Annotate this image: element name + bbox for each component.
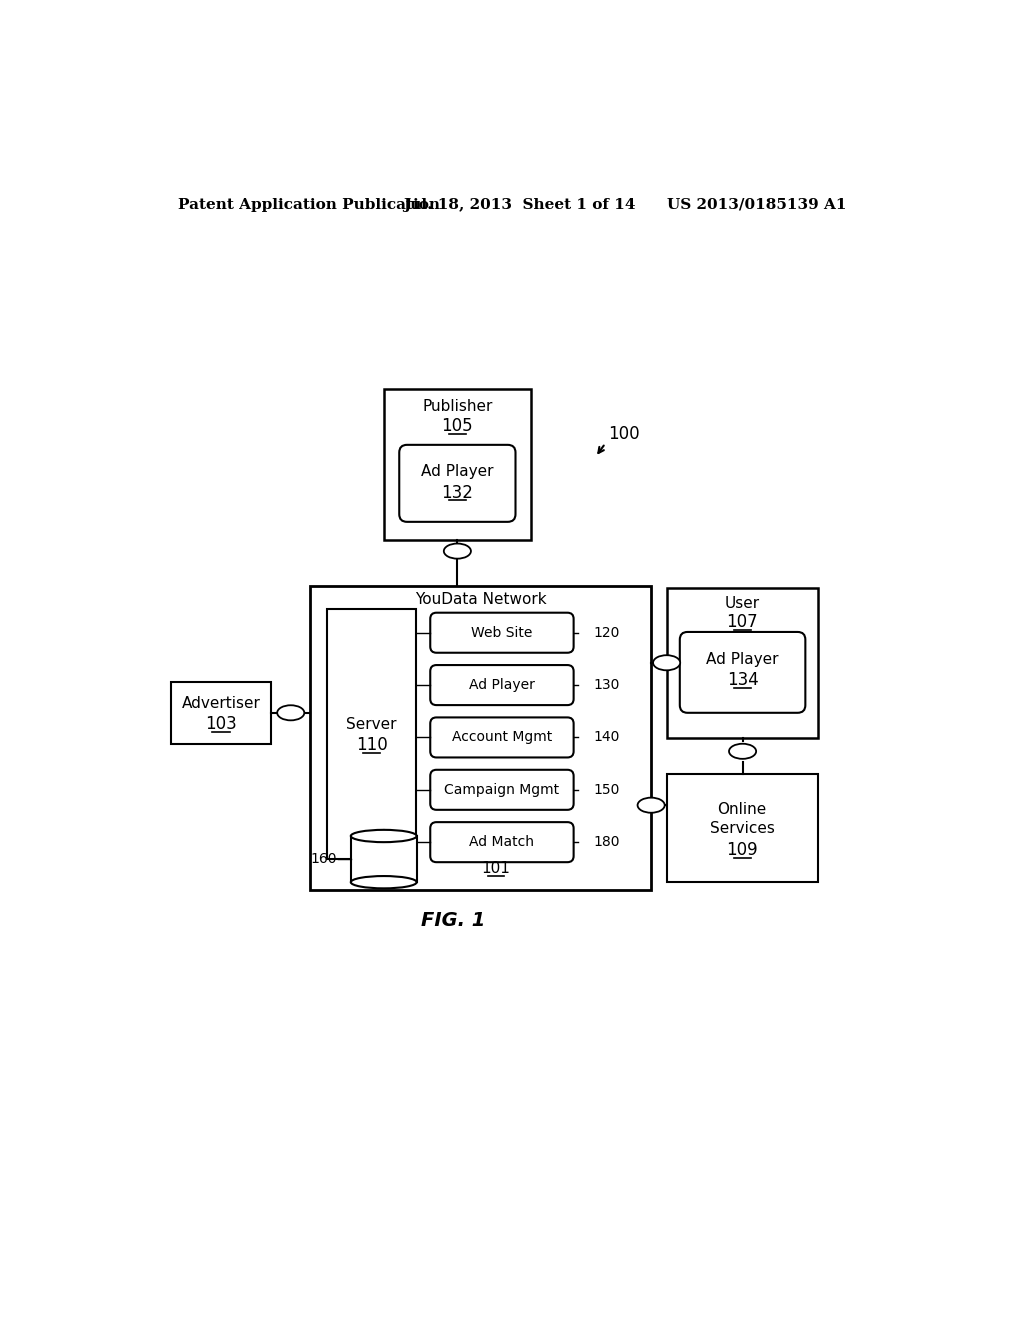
Text: 132: 132 bbox=[441, 483, 473, 502]
Text: 107: 107 bbox=[726, 612, 758, 631]
Text: Advertiser: Advertiser bbox=[181, 696, 260, 711]
Text: 109: 109 bbox=[726, 841, 758, 859]
Text: User: User bbox=[725, 595, 760, 611]
Text: Patent Application Publication: Patent Application Publication bbox=[178, 198, 440, 211]
Bar bbox=[328, 609, 417, 859]
Text: 103: 103 bbox=[205, 715, 237, 734]
Text: 101: 101 bbox=[481, 861, 511, 876]
Text: 100: 100 bbox=[608, 425, 640, 444]
FancyBboxPatch shape bbox=[430, 612, 573, 653]
Ellipse shape bbox=[638, 797, 665, 813]
FancyBboxPatch shape bbox=[430, 718, 573, 758]
Text: 105: 105 bbox=[441, 417, 473, 436]
Text: 120: 120 bbox=[594, 626, 621, 640]
Bar bbox=[171, 682, 271, 743]
FancyBboxPatch shape bbox=[430, 822, 573, 862]
Text: Ad Match: Ad Match bbox=[469, 836, 535, 849]
Ellipse shape bbox=[729, 743, 756, 759]
Text: YouData Network: YouData Network bbox=[415, 593, 547, 607]
Ellipse shape bbox=[653, 655, 680, 671]
Text: US 2013/0185139 A1: US 2013/0185139 A1 bbox=[667, 198, 846, 211]
FancyBboxPatch shape bbox=[430, 665, 573, 705]
FancyBboxPatch shape bbox=[430, 770, 573, 810]
FancyBboxPatch shape bbox=[680, 632, 805, 713]
Ellipse shape bbox=[351, 876, 417, 888]
Text: Online
Services: Online Services bbox=[710, 801, 774, 837]
Bar bbox=[667, 775, 818, 882]
Text: Campaign Mgmt: Campaign Mgmt bbox=[444, 783, 559, 797]
Text: Ad Player: Ad Player bbox=[469, 678, 535, 692]
Ellipse shape bbox=[278, 705, 304, 721]
Text: 130: 130 bbox=[594, 678, 621, 692]
Text: 180: 180 bbox=[594, 836, 621, 849]
Ellipse shape bbox=[351, 830, 417, 842]
Text: 110: 110 bbox=[356, 735, 388, 754]
Bar bbox=[667, 589, 818, 738]
Text: Ad Player: Ad Player bbox=[421, 465, 494, 479]
Text: Jul. 18, 2013  Sheet 1 of 14: Jul. 18, 2013 Sheet 1 of 14 bbox=[403, 198, 636, 211]
Text: Ad Player: Ad Player bbox=[707, 652, 779, 667]
Bar bbox=[310, 586, 651, 890]
Text: 150: 150 bbox=[594, 783, 621, 797]
FancyBboxPatch shape bbox=[399, 445, 515, 521]
Text: Publisher: Publisher bbox=[422, 399, 493, 414]
Text: Account Mgmt: Account Mgmt bbox=[452, 730, 552, 744]
Bar bbox=[384, 389, 531, 540]
Ellipse shape bbox=[443, 544, 471, 558]
Text: 160: 160 bbox=[310, 853, 337, 866]
Bar bbox=[351, 836, 417, 882]
Text: Server: Server bbox=[346, 717, 397, 733]
Text: Web Site: Web Site bbox=[471, 626, 532, 640]
Text: 134: 134 bbox=[727, 671, 759, 689]
Text: 140: 140 bbox=[594, 730, 621, 744]
Text: FIG. 1: FIG. 1 bbox=[421, 911, 485, 931]
